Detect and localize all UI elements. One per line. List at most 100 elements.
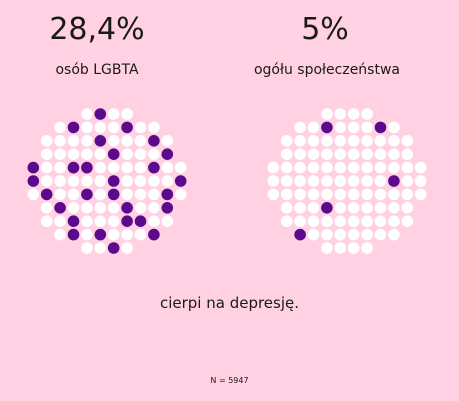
dot-highlighted — [94, 108, 107, 120]
dot — [81, 242, 93, 254]
dot-highlighted — [148, 161, 160, 174]
dot — [347, 108, 360, 120]
dot — [294, 175, 306, 187]
dot — [401, 215, 414, 227]
dot — [107, 228, 120, 241]
dot — [321, 188, 333, 201]
dot — [388, 202, 400, 214]
dot-highlighted — [321, 121, 333, 134]
sample-size: N = 5947 — [210, 376, 249, 385]
dot — [361, 202, 373, 214]
dot — [81, 215, 93, 227]
dot — [134, 135, 147, 147]
dot-highlighted — [121, 215, 133, 227]
dot — [67, 188, 80, 201]
dot — [334, 215, 347, 227]
dot-highlighted — [161, 188, 174, 201]
dot-highlighted — [107, 148, 120, 160]
dot — [321, 108, 333, 120]
dot — [334, 108, 347, 120]
dot — [361, 242, 373, 254]
dot — [307, 188, 320, 201]
chart-lgbta: 28,4% osób LGBTA — [0, 0, 210, 270]
dot — [294, 215, 306, 227]
dot — [347, 215, 360, 227]
dot — [148, 148, 160, 160]
dot — [334, 175, 347, 187]
dot — [161, 161, 174, 174]
dot — [40, 202, 53, 214]
dot — [107, 108, 120, 120]
dot — [361, 228, 373, 241]
dot — [374, 215, 387, 227]
dot — [267, 175, 280, 187]
dot — [307, 121, 320, 134]
dot-highlighted — [67, 228, 80, 241]
dot — [388, 215, 400, 227]
dot — [40, 148, 53, 160]
dot-highlighted — [388, 175, 400, 187]
dot — [67, 148, 80, 160]
dot — [94, 161, 107, 174]
caption: cierpi na depresję. — [159, 294, 300, 312]
dot — [161, 215, 174, 227]
dot — [347, 242, 360, 254]
dot — [294, 135, 306, 147]
dot — [347, 228, 360, 241]
dot — [81, 228, 93, 241]
dot — [40, 175, 53, 187]
dot — [94, 188, 107, 201]
dot — [54, 188, 66, 201]
dot — [134, 148, 147, 160]
dot-highlighted — [54, 202, 66, 214]
dot — [388, 148, 400, 160]
dot — [334, 202, 347, 214]
dot — [81, 135, 93, 147]
dot — [148, 175, 160, 187]
dot — [121, 188, 133, 201]
dot — [361, 148, 373, 160]
dot — [347, 148, 360, 160]
dot — [334, 161, 347, 174]
group-label-general: ogółu społeczeństwa — [253, 62, 400, 78]
dot — [401, 202, 414, 214]
dot-highlighted — [107, 242, 120, 254]
dot — [134, 228, 147, 241]
dot-highlighted — [81, 161, 93, 174]
dot — [121, 135, 133, 147]
dot-highlighted — [134, 215, 147, 227]
dot — [280, 188, 293, 201]
dot — [388, 228, 400, 241]
dot — [134, 188, 147, 201]
dot — [107, 161, 120, 174]
dot — [374, 228, 387, 241]
dot — [414, 175, 427, 187]
dot — [134, 121, 147, 134]
dot — [307, 148, 320, 160]
dot — [81, 175, 93, 187]
dot — [67, 202, 80, 214]
dot — [94, 175, 107, 187]
dot — [361, 108, 373, 120]
dot — [107, 121, 120, 134]
dot — [54, 148, 66, 160]
dot — [374, 175, 387, 187]
dot — [121, 175, 133, 187]
dot — [401, 161, 414, 174]
dot — [374, 202, 387, 214]
dot — [374, 148, 387, 160]
dot — [334, 121, 347, 134]
dot — [67, 175, 80, 187]
dot — [401, 148, 414, 160]
dot — [94, 148, 107, 160]
dot — [161, 175, 174, 187]
dot — [280, 215, 293, 227]
dot — [40, 215, 53, 227]
dot-highlighted — [67, 161, 80, 174]
dot — [40, 161, 53, 174]
dot — [174, 188, 187, 201]
dot-highlighted — [174, 175, 187, 187]
dot — [414, 161, 427, 174]
dot — [307, 161, 320, 174]
dot-highlighted — [321, 202, 333, 214]
